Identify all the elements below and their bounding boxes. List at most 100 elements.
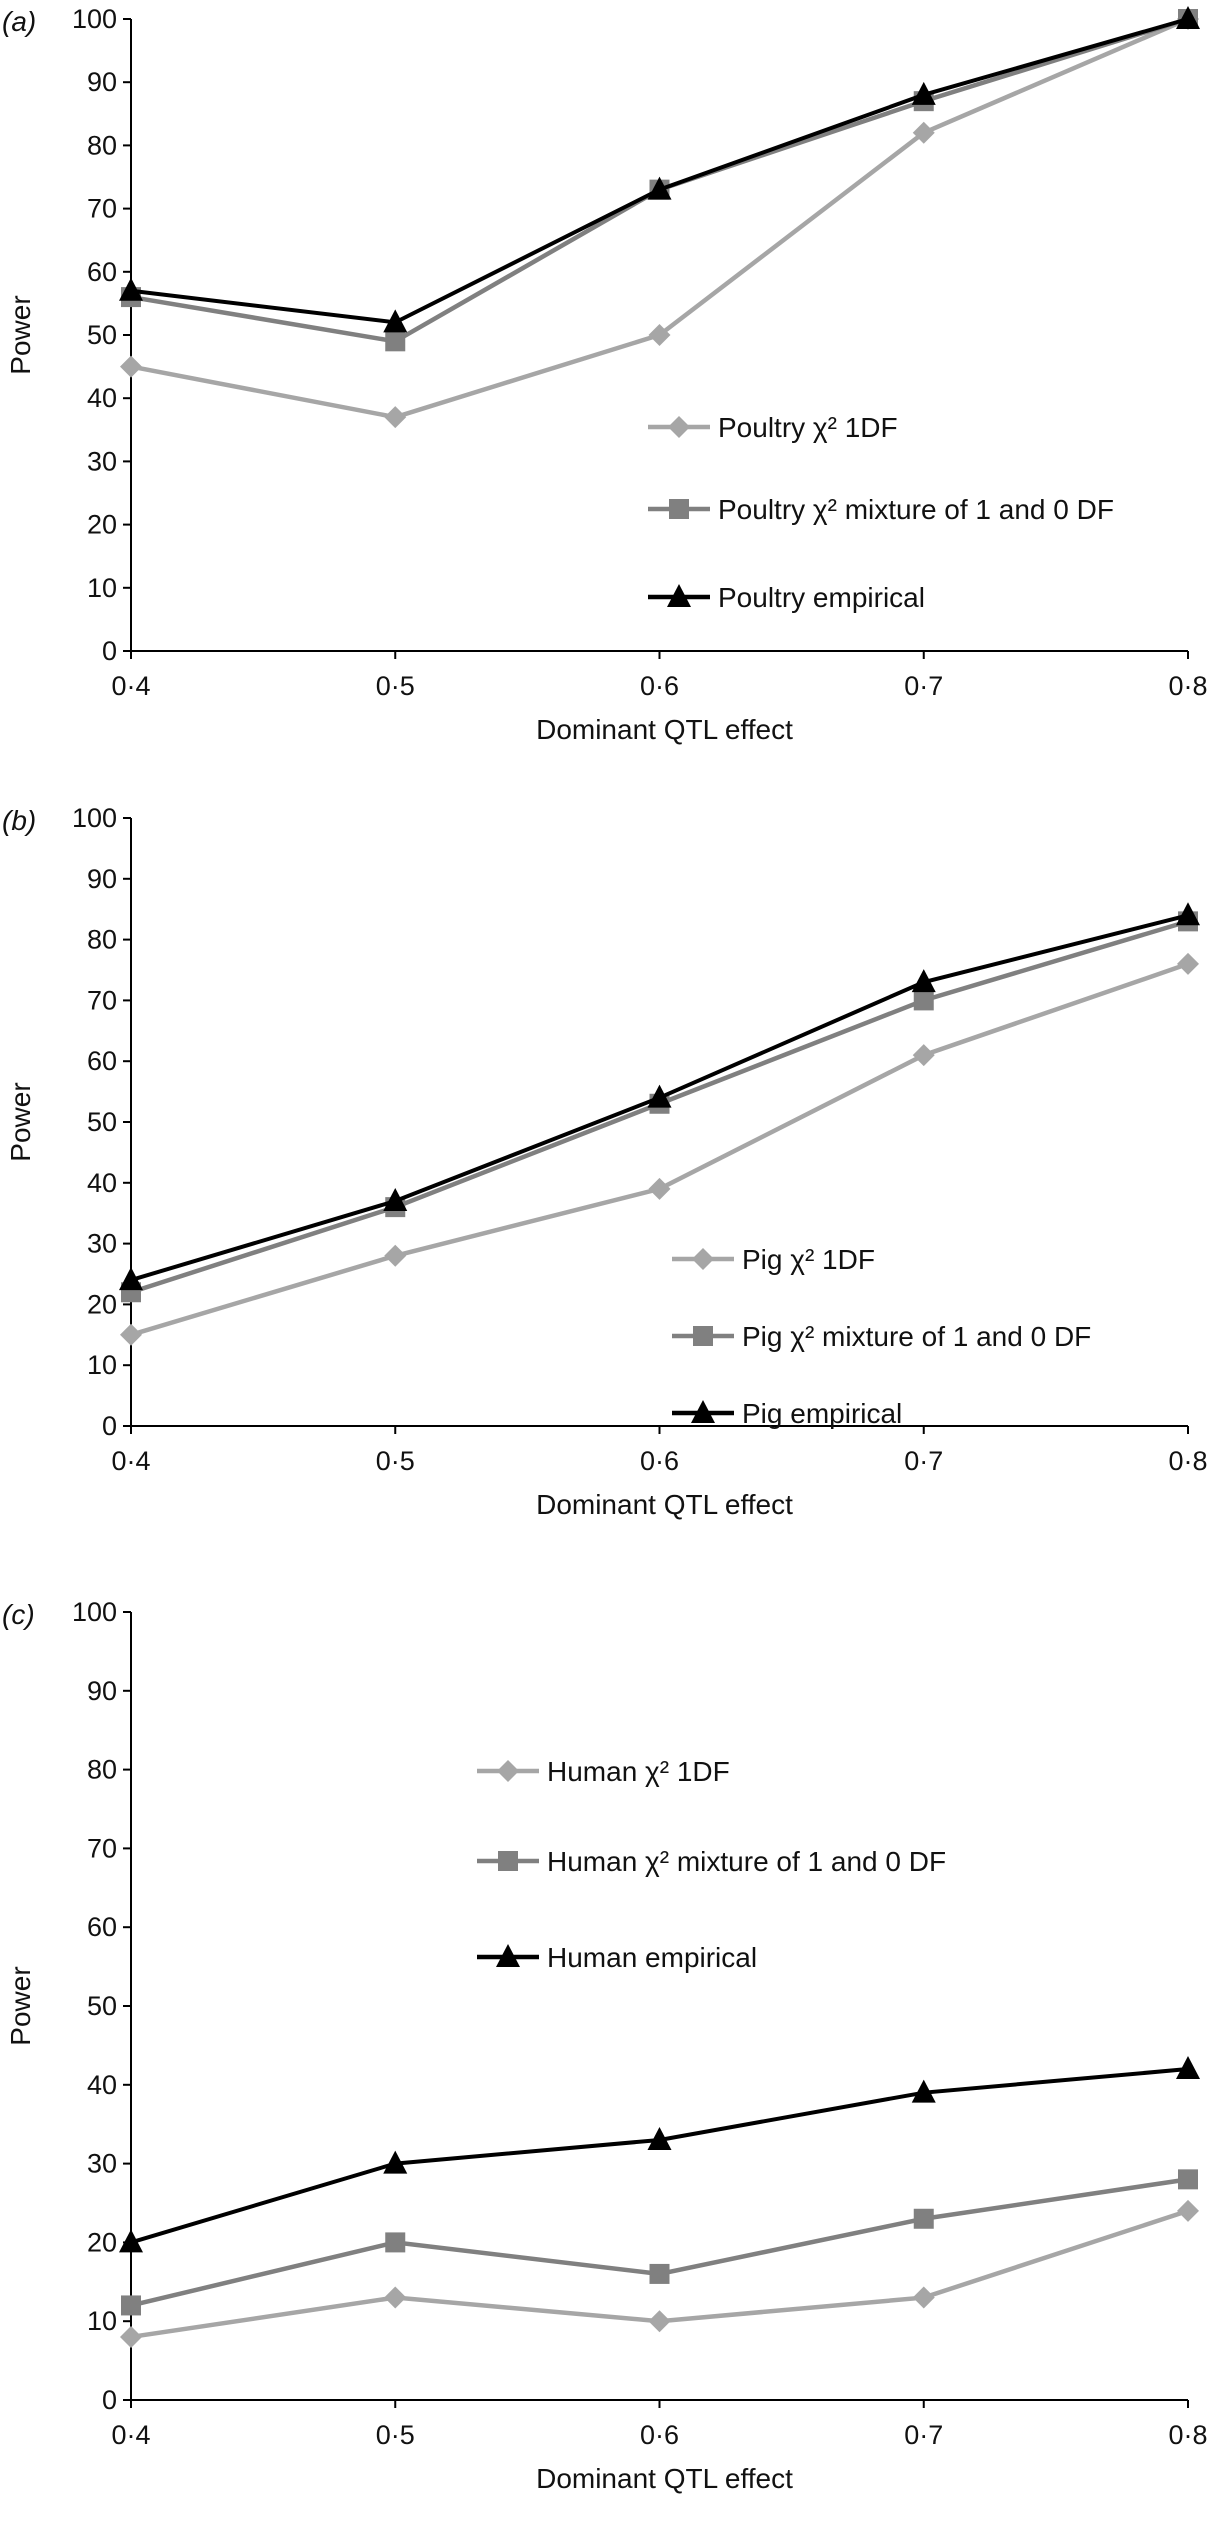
data-point (1176, 2056, 1200, 2080)
y-tick-label: 60 (87, 1912, 117, 1942)
data-point (912, 1044, 935, 1067)
x-tick-label: 0·8 (1168, 2420, 1207, 2450)
y-tick-label: 30 (87, 446, 117, 476)
y-tick-label: 10 (87, 1350, 117, 1380)
y-tick-label: 70 (87, 985, 117, 1015)
x-tick-label: 0·5 (376, 2420, 415, 2450)
y-tick-label: 0 (102, 636, 117, 666)
y-tick-label: 40 (87, 383, 117, 413)
y-tick-label: 0 (102, 1411, 117, 1441)
legend-entry: Human χ² 1DF (477, 1756, 730, 1787)
legend-label: Pig empirical (742, 1398, 902, 1429)
legend-label: Human χ² 1DF (547, 1756, 730, 1787)
y-tick-label: 90 (87, 864, 117, 894)
legend-entry: Poultry χ² mixture of 1 and 0 DF (648, 494, 1114, 525)
y-tick-label: 20 (87, 2227, 117, 2257)
y-tick-label: 80 (87, 130, 117, 160)
y-tick-label: 30 (87, 1229, 117, 1259)
series-line (130, 2067, 1189, 2245)
y-tick-label: 90 (87, 67, 117, 97)
y-tick-label: 10 (87, 2306, 117, 2336)
data-point (647, 2126, 672, 2150)
series-triangle (119, 6, 1200, 333)
legend-entry: Poultry empirical (648, 582, 925, 613)
x-axis-label: Dominant QTL effect (536, 1489, 793, 1520)
x-tick-label: 0·7 (904, 1446, 943, 1476)
data-point (648, 1177, 671, 1200)
data-point (119, 2229, 143, 2253)
data-point (383, 2150, 408, 2174)
y-tick-label: 80 (87, 925, 117, 955)
x-tick-label: 0·6 (640, 1446, 679, 1476)
data-point (385, 331, 406, 352)
legend-entry: Pig χ² 1DF (672, 1244, 875, 1275)
legend-marker (691, 1400, 715, 1423)
x-tick-label: 0·6 (640, 671, 679, 701)
data-point (120, 355, 142, 378)
data-point (383, 1188, 408, 1212)
y-tick-label: 60 (87, 257, 117, 287)
legend-label: Human empirical (547, 1942, 757, 1973)
legend-entry: Human χ² mixture of 1 and 0 DF (477, 1846, 946, 1877)
y-tick-label: 0 (102, 2385, 117, 2415)
y-tick-label: 100 (72, 1597, 117, 1627)
x-tick-label: 0·8 (1168, 1446, 1207, 1476)
data-point (120, 1323, 142, 1346)
series-triangle (119, 2056, 1200, 2253)
y-tick-label: 40 (87, 1168, 117, 1198)
y-axis-label: Power (5, 295, 36, 374)
y-axis-label: Power (5, 1966, 36, 2045)
series-line (130, 2177, 1189, 2308)
x-tick-label: 0·4 (111, 2420, 150, 2450)
legend-label: Poultry χ² mixture of 1 and 0 DF (718, 494, 1114, 525)
data-point (120, 2325, 142, 2348)
y-tick-label: 30 (87, 2149, 117, 2179)
x-axis-label: Dominant QTL effect (536, 2463, 793, 2494)
legend-marker (669, 499, 689, 519)
data-point (1177, 952, 1199, 975)
panel-label: (c) (2, 1599, 35, 1630)
legend-marker (498, 1851, 518, 1871)
legend-label: Pig χ² mixture of 1 and 0 DF (742, 1321, 1091, 1352)
legend-marker (668, 416, 690, 438)
data-point (384, 406, 407, 429)
y-tick-label: 100 (72, 4, 117, 34)
y-tick-label: 50 (87, 1991, 117, 2021)
data-point (1177, 2199, 1199, 2222)
data-point (647, 1084, 672, 1108)
y-tick-label: 100 (72, 803, 117, 833)
x-tick-label: 0·7 (904, 2420, 943, 2450)
data-point (648, 2310, 671, 2333)
data-point (912, 121, 935, 144)
data-point (1176, 6, 1200, 29)
panel-label: (b) (2, 805, 36, 836)
data-point (911, 969, 936, 993)
data-point (119, 1267, 143, 1291)
x-tick-label: 0·4 (111, 1446, 150, 1476)
chart-panel-b: 0 10 20 30 40 50 60 70 80 90 100 0·4 0·5 0·6 0·7 0·8 Dom… (2, 803, 1208, 1520)
y-tick-label: 10 (87, 573, 117, 603)
series-line (130, 17, 1189, 325)
data-point (913, 2208, 934, 2229)
series-square (121, 2169, 1198, 2316)
legend-label: Human χ² mixture of 1 and 0 DF (547, 1846, 946, 1877)
legend-label: Poultry χ² 1DF (718, 412, 898, 443)
x-axis-label: Dominant QTL effect (536, 714, 793, 745)
data-point (119, 277, 143, 301)
legend-marker (692, 1248, 714, 1270)
x-tick-label: 0·5 (376, 1446, 415, 1476)
x-tick-label: 0·5 (376, 671, 415, 701)
data-point (383, 309, 408, 333)
y-tick-label: 60 (87, 1046, 117, 1076)
data-point (121, 2295, 141, 2316)
series-triangle (119, 902, 1200, 1291)
y-tick-label: 20 (87, 1289, 117, 1319)
data-point (647, 176, 672, 200)
legend-marker (667, 584, 691, 607)
y-tick-label: 80 (87, 1755, 117, 1785)
x-tick-label: 0·8 (1168, 671, 1207, 701)
data-point (1176, 902, 1200, 926)
series-line (130, 961, 1189, 1337)
legend-marker (693, 1326, 713, 1346)
legend-entry: Pig χ² mixture of 1 and 0 DF (672, 1321, 1091, 1352)
